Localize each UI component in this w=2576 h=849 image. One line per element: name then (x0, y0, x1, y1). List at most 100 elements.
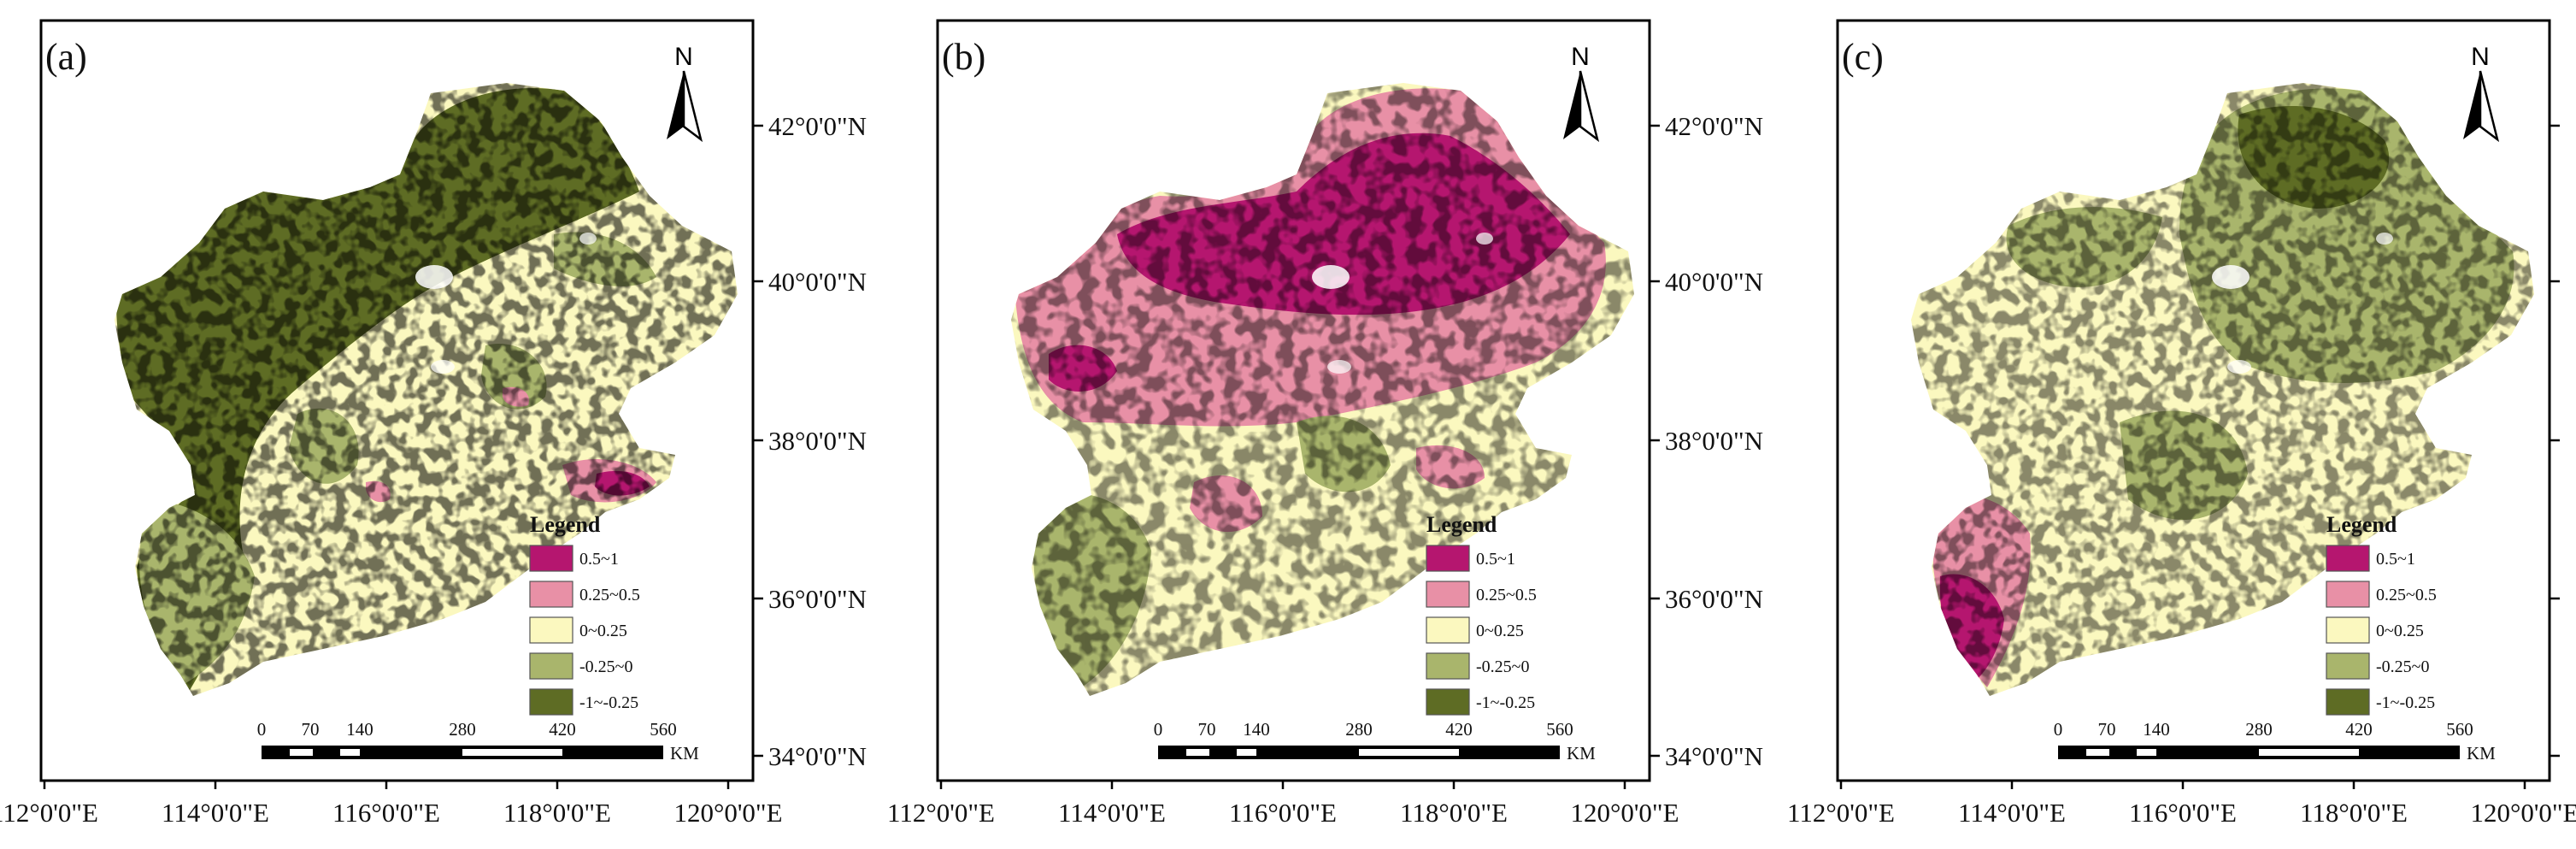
latitude-tick-label: 40°0'0"N (768, 267, 867, 297)
legend-title: Legend (1426, 512, 1497, 537)
longitude-tick-label: 114°0'0"E (1058, 798, 1166, 828)
legend-item-label: -1~-0.25 (1476, 693, 1535, 712)
longitude-tick-label: 116°0'0"E (1229, 798, 1337, 828)
scale-tick-label: 420 (1445, 719, 1473, 740)
longitude-tick-label: 118°0'0"E (1400, 798, 1508, 828)
north-label: N (2471, 43, 2490, 71)
legend-swatch (2326, 581, 2370, 608)
legend-item-label: 0.25~0.5 (1476, 586, 1537, 604)
latitude-tick-label: 34°0'0"N (768, 741, 867, 771)
legend-item-label: 0~0.25 (1476, 622, 1524, 640)
legend-item-label: -0.25~0 (1476, 657, 1529, 676)
longitude-tick-label: 114°0'0"E (1958, 798, 2066, 828)
map-panel-b: (b) N Legend 0.5~1 0.25~0.5 0~0.25 -0.25~0 -1~-… (887, 19, 1763, 828)
scale-bar: 0 70 140 280 420 560 KM (257, 719, 699, 764)
north-arrow-icon (2463, 71, 2480, 139)
latitude-tick-label: 36°0'0"N (768, 584, 867, 614)
scale-tick-label: 140 (1243, 719, 1270, 740)
scale-tick-label: 280 (1345, 719, 1373, 740)
scale-tick-label: 560 (650, 719, 677, 740)
latitude-tick-label: 42°0'0"N (768, 111, 867, 141)
legend-swatch (529, 545, 573, 572)
scale-tick-label: 140 (346, 719, 373, 740)
legend-swatch (1426, 688, 1470, 716)
legend-swatch (1426, 616, 1470, 644)
north-arrow: N (667, 43, 703, 143)
legend-item-label: 0.5~1 (1476, 550, 1515, 569)
panel-label: (c) (1842, 36, 1884, 78)
scale-bar: 0 70 140 280 420 560 KM (1154, 719, 1596, 764)
longitude-tick-label: 120°0'0"E (2470, 798, 2576, 828)
longitude-tick-label: 118°0'0"E (503, 798, 611, 828)
legend-swatch (2326, 545, 2370, 572)
scale-unit: KM (2467, 743, 2496, 764)
legend-item-label: -0.25~0 (579, 657, 632, 676)
scale-tick-label: 280 (449, 719, 476, 740)
scale-tick-label: 0 (1154, 719, 1163, 740)
longitude-tick-label: 112°0'0"E (1787, 798, 1895, 828)
scale-tick-label: 560 (2446, 719, 2473, 740)
scale-tick-label: 420 (549, 719, 576, 740)
legend-item-label: 0.5~1 (579, 550, 619, 569)
map-body (115, 83, 738, 696)
scale-tick-label: 70 (1198, 719, 1216, 740)
map-frame (1836, 19, 2551, 782)
legend: Legend 0.5~1 0.25~0.5 0~0.25 -0.25~0 -1~-0.25 (2326, 512, 2437, 716)
north-arrow: N (2463, 43, 2500, 143)
legend: Legend 0.5~1 0.25~0.5 0~0.25 -0.25~0 -1~-0.25 (529, 512, 640, 716)
scale-unit: KM (1567, 743, 1596, 764)
scale-tick-label: 420 (2345, 719, 2373, 740)
latitude-tick-label: 34°0'0"N (1665, 741, 1763, 771)
legend-swatch (529, 652, 573, 680)
longitude-tick-label: 120°0'0"E (1570, 798, 1679, 828)
scale-tick-label: 0 (257, 719, 267, 740)
legend-swatch (1426, 652, 1470, 680)
north-arrow-icon (667, 71, 684, 139)
north-label: N (1571, 43, 1590, 71)
legend-swatch (1426, 545, 1470, 572)
latitude-tick-label: 40°0'0"N (1665, 267, 1763, 297)
legend-item-label: 0.25~0.5 (579, 586, 640, 604)
legend-swatch (2326, 688, 2370, 716)
legend-item-label: -1~-0.25 (2376, 693, 2435, 712)
longitude-tick-label: 116°0'0"E (332, 798, 440, 828)
legend-item-label: 0.25~0.5 (2376, 586, 2437, 604)
map-frame (39, 19, 755, 782)
latitude-tick-label: 36°0'0"N (1665, 584, 1763, 614)
map-panel-c: (c) N Legend 0.5~1 0.25~0.5 0~0.25 -0.25~0 -1~-… (1787, 19, 2576, 828)
legend: Legend 0.5~1 0.25~0.5 0~0.25 -0.25~0 -1~-0.25 (1426, 512, 1537, 716)
latitude-tick-label: 38°0'0"N (1665, 426, 1763, 456)
legend-item-label: 0~0.25 (579, 622, 627, 640)
scale-tick-label: 560 (1546, 719, 1573, 740)
legend-item-label: 0.5~1 (2376, 550, 2415, 569)
longitude-tick-label: 112°0'0"E (887, 798, 995, 828)
longitude-tick-label: 116°0'0"E (2129, 798, 2237, 828)
panel-label: (a) (45, 36, 87, 78)
longitude-tick-label: 118°0'0"E (2300, 798, 2408, 828)
legend-title: Legend (530, 512, 601, 537)
longitude-tick-label: 114°0'0"E (162, 798, 269, 828)
scale-tick-label: 70 (2098, 719, 2116, 740)
latitude-tick-label: 38°0'0"N (768, 426, 867, 456)
scale-tick-label: 140 (2143, 719, 2170, 740)
legend-swatch (2326, 616, 2370, 644)
legend-swatch (2326, 652, 2370, 680)
scale-tick-label: 70 (302, 719, 320, 740)
map-body (1011, 83, 1634, 696)
north-label: N (674, 43, 693, 71)
legend-swatch (529, 688, 573, 716)
legend-swatch (529, 616, 573, 644)
scale-bar: 0 70 140 280 420 560 KM (2054, 719, 2496, 764)
map-body (1911, 83, 2534, 696)
panel-label: (b) (942, 36, 985, 78)
scale-unit: KM (670, 743, 699, 764)
map-frame (936, 19, 1651, 782)
scale-tick-label: 0 (2054, 719, 2063, 740)
legend-item-label: -0.25~0 (2376, 657, 2429, 676)
longitude-tick-label: 120°0'0"E (673, 798, 782, 828)
legend-swatch (529, 581, 573, 608)
longitude-tick-label: 112°0'0"E (0, 798, 98, 828)
latitude-tick-label: 42°0'0"N (1665, 111, 1763, 141)
legend-swatch (1426, 581, 1470, 608)
